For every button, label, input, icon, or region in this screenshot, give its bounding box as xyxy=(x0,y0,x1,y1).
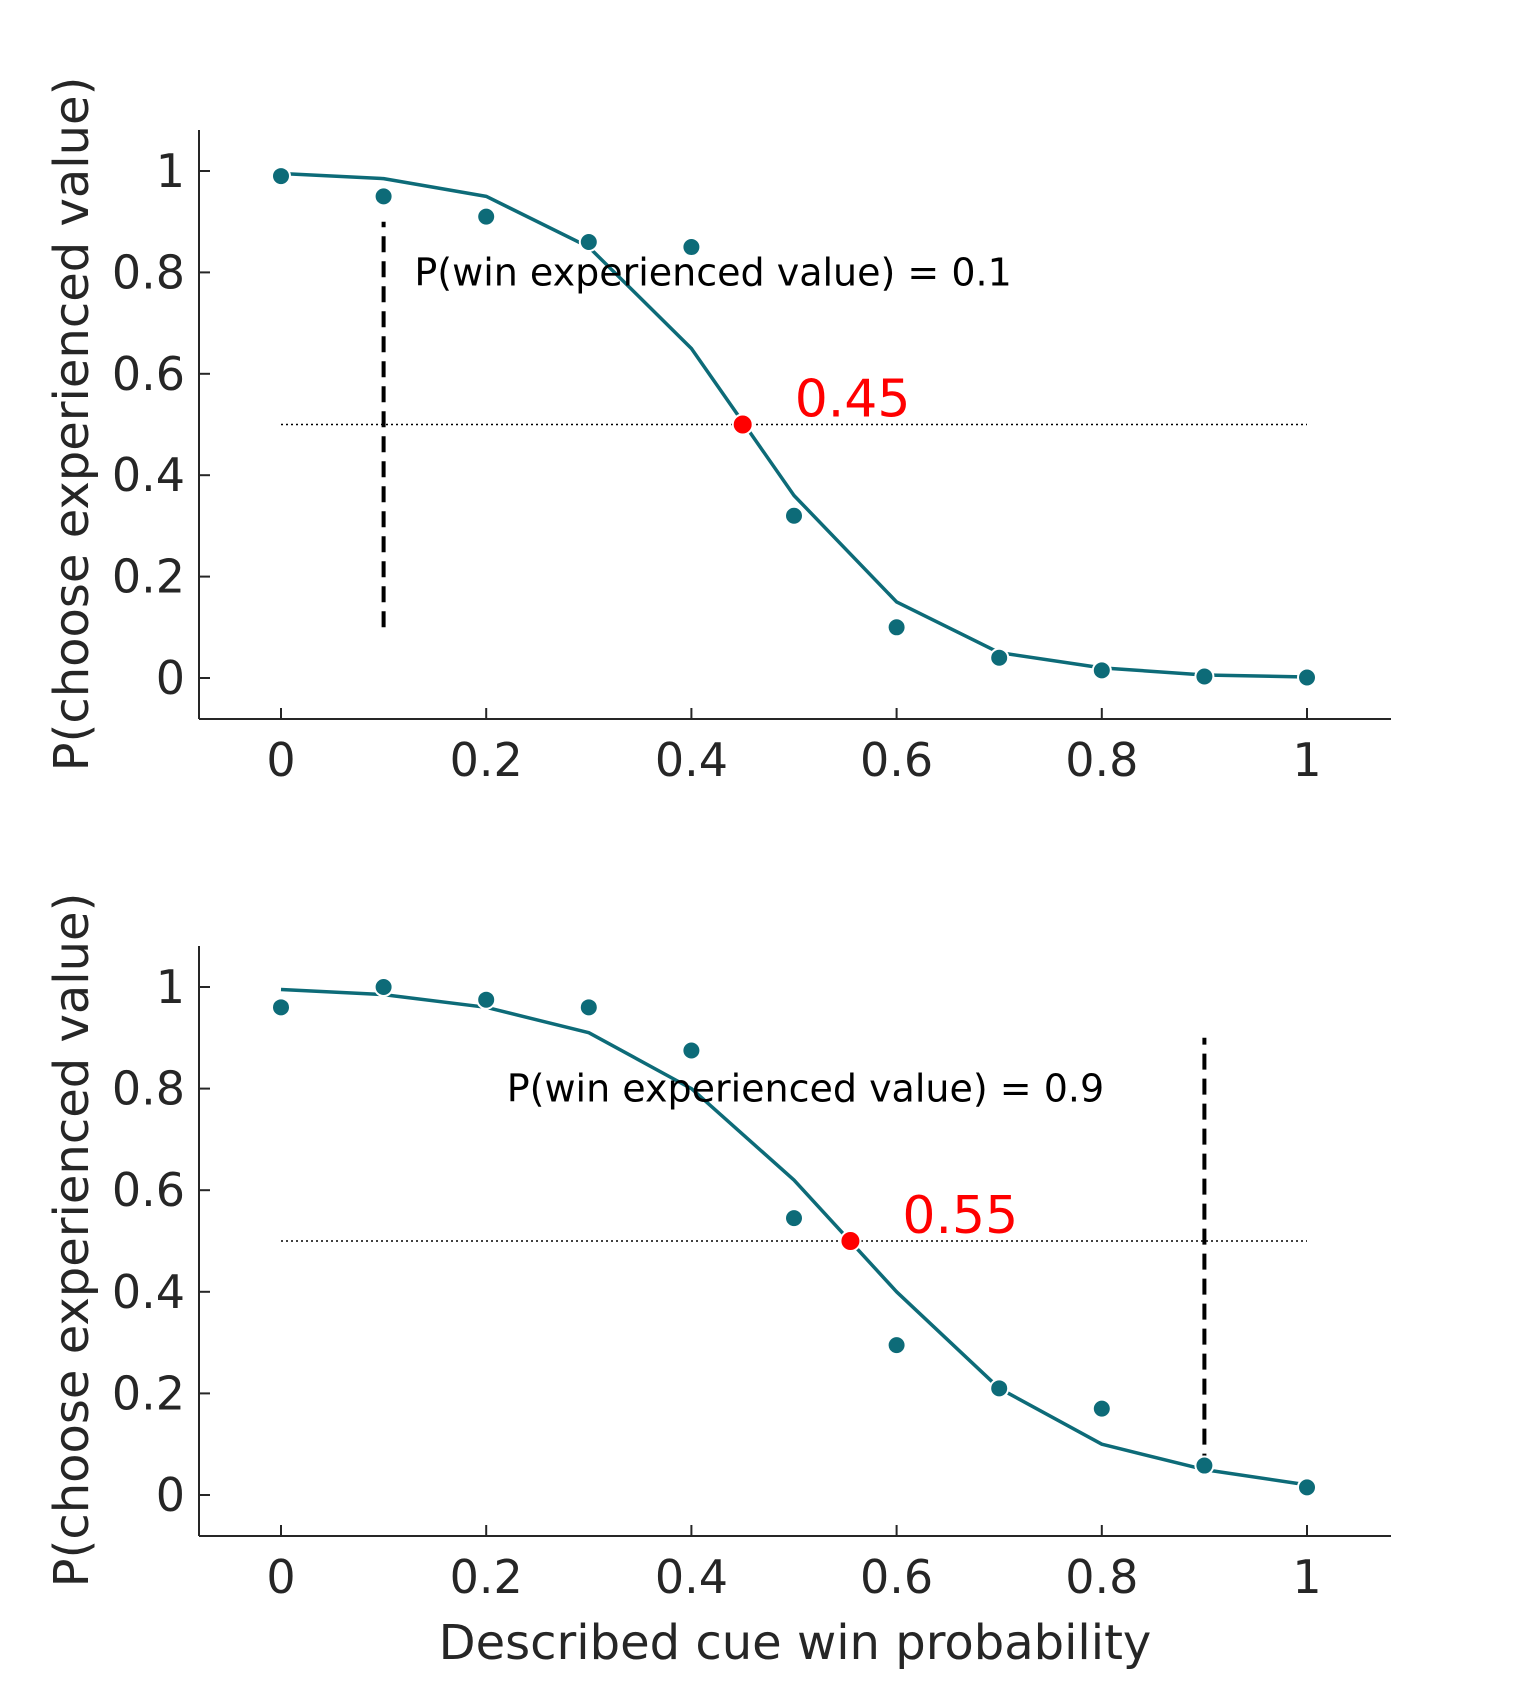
data-point xyxy=(476,989,497,1010)
data-point xyxy=(373,186,394,207)
data-point xyxy=(1297,667,1317,688)
y-tick-label: 0.4 xyxy=(112,1265,185,1319)
top-panel: 0 0.2 0.4 0.6 0.8 1 0 0.2 0.4 0.6 0.8 1 P(choose exp… xyxy=(44,77,1391,787)
x-tick-label: 0.8 xyxy=(1065,1550,1138,1604)
x-tick-label: 0.6 xyxy=(860,1550,933,1604)
data-point xyxy=(681,237,702,258)
y-tick-label: 1 xyxy=(156,960,185,1014)
data-point xyxy=(1194,666,1215,687)
data-point xyxy=(784,505,804,526)
x-tick-label: 0.8 xyxy=(1065,733,1138,787)
data-point xyxy=(681,1040,702,1061)
data-point xyxy=(578,997,599,1018)
data-point xyxy=(373,977,394,997)
y-tick-label: 1 xyxy=(156,144,185,198)
bottom-panel: 0 0.2 0.4 0.6 0.8 1 0 0.2 0.4 0.6 0.8 1 P(choose exp… xyxy=(44,893,1391,1671)
crossing-label: 0.45 xyxy=(795,370,911,430)
y-tick-label: 0.2 xyxy=(112,1366,185,1420)
fit-curve xyxy=(280,987,1308,1487)
x-tick-label: 0 xyxy=(266,1550,295,1604)
y-tick-label: 0.8 xyxy=(112,1062,185,1116)
data-point xyxy=(271,997,291,1018)
y-tick-label: 0 xyxy=(156,1468,185,1522)
data-point xyxy=(1091,660,1112,681)
x-tick-label: 0 xyxy=(266,733,295,787)
crossing-point xyxy=(839,1230,862,1252)
x-axis-title: Described cue win probability xyxy=(439,1615,1152,1671)
crossing-label: 0.55 xyxy=(902,1186,1018,1246)
y-tick-label: 0.4 xyxy=(112,448,185,502)
fit-curve xyxy=(280,171,1308,679)
data-point xyxy=(1297,1477,1317,1498)
annotation-text: P(win experienced value) = 0.9 xyxy=(507,1067,1104,1111)
x-tick-label: 0.2 xyxy=(450,733,523,787)
data-point xyxy=(886,617,907,638)
y-tick-label: 0.6 xyxy=(112,347,185,401)
data-point xyxy=(1194,1455,1215,1476)
crossing-point xyxy=(731,413,754,436)
x-tick-label: 0.4 xyxy=(655,733,728,787)
data-point xyxy=(989,1378,1010,1399)
data-point xyxy=(886,1335,907,1356)
x-tick-label: 1 xyxy=(1292,1550,1321,1604)
y-tick-label: 0.2 xyxy=(112,550,185,604)
data-point xyxy=(271,166,291,187)
x-tick-label: 0.4 xyxy=(655,1550,728,1604)
x-tick-label: 0.2 xyxy=(450,1550,523,1604)
data-point xyxy=(784,1208,804,1229)
y-tick-label: 0.8 xyxy=(112,245,185,299)
y-tick-label: 0 xyxy=(156,651,185,705)
annotation-text: P(win experienced value) = 0.1 xyxy=(414,250,1011,294)
x-tick-label: 1 xyxy=(1292,733,1321,787)
data-point xyxy=(1091,1398,1112,1419)
data-point xyxy=(578,231,599,252)
y-tick-label: 0.6 xyxy=(112,1163,185,1217)
data-point xyxy=(476,206,497,227)
data-point xyxy=(989,647,1010,668)
y-axis-title: P(choose experienced value) xyxy=(44,893,100,1588)
x-tick-label: 0.6 xyxy=(860,733,933,787)
y-axis-title: P(choose experienced value) xyxy=(44,77,100,772)
